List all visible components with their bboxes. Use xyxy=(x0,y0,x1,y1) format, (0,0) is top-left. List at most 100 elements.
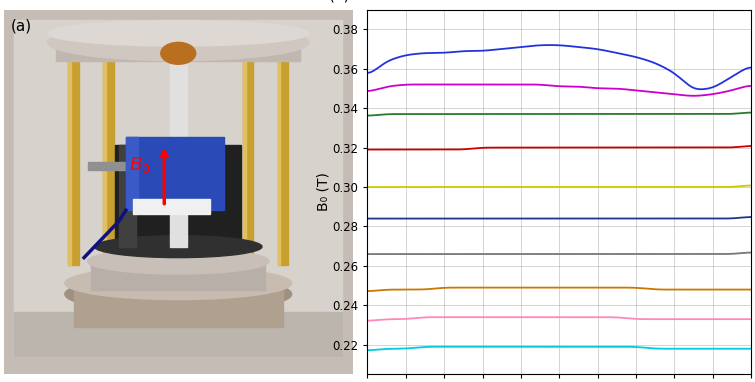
z = 10 mm xyxy=(747,65,755,70)
z= 25 mm xyxy=(545,145,554,150)
Text: $B_0$: $B_0$ xyxy=(129,155,151,175)
z= 50 mm xyxy=(363,318,372,323)
z= 20 mm xyxy=(591,112,600,117)
z= 50 mm xyxy=(572,315,581,319)
z= 50 mm xyxy=(678,317,687,321)
z= 40 mm xyxy=(747,250,755,255)
z= 45 mm xyxy=(592,285,601,290)
z= 55 mm xyxy=(546,345,555,349)
z= 50 mm xyxy=(445,315,455,319)
z = 10 mm xyxy=(363,71,372,75)
z= 40 mm xyxy=(547,252,556,256)
z = 10 mm xyxy=(678,78,687,83)
z= 45 mm xyxy=(363,289,372,293)
z= 40 mm xyxy=(738,251,747,255)
Line: z= 40 mm: z= 40 mm xyxy=(368,253,751,254)
z= 25 mm xyxy=(747,144,755,148)
z= 55 mm xyxy=(445,345,455,349)
Y-axis label: B₀ (T): B₀ (T) xyxy=(317,173,331,211)
z= 45 mm xyxy=(572,285,581,290)
Line: z= 45 mm: z= 45 mm xyxy=(368,288,751,291)
z= 45 mm xyxy=(546,285,555,290)
z= 30 mm xyxy=(571,185,580,189)
Bar xyxy=(170,57,187,247)
z = 10 mm xyxy=(545,43,554,47)
Bar xyxy=(103,53,114,265)
z= 35mm xyxy=(591,216,600,221)
Ellipse shape xyxy=(94,236,262,257)
Bar xyxy=(243,53,245,265)
z= 30 mm xyxy=(738,184,747,188)
Bar xyxy=(69,53,71,265)
z= 40 mm xyxy=(545,252,554,256)
z= 55 mm xyxy=(678,346,687,351)
z= 20 mm xyxy=(545,112,554,117)
z= 40 mm xyxy=(591,252,600,256)
Bar xyxy=(278,53,288,265)
z= 15mm xyxy=(689,94,698,98)
z= 55 mm xyxy=(747,346,755,351)
z= 45 mm xyxy=(678,287,687,292)
z= 45 mm xyxy=(747,287,755,292)
z= 40 mm xyxy=(363,252,372,256)
z= 35mm xyxy=(545,216,554,221)
z= 35mm xyxy=(677,216,686,221)
Line: z = 10 mm: z = 10 mm xyxy=(368,45,751,89)
z= 50 mm xyxy=(592,315,601,319)
z= 35mm xyxy=(738,215,747,220)
Bar xyxy=(14,312,342,356)
Text: (a): (a) xyxy=(11,19,32,34)
Bar xyxy=(243,53,253,265)
Ellipse shape xyxy=(48,24,309,61)
Line: z= 25 mm: z= 25 mm xyxy=(368,146,751,150)
z= 30 mm xyxy=(747,183,755,188)
z= 30 mm xyxy=(591,185,600,189)
z= 45 mm xyxy=(738,287,747,292)
z= 50 mm xyxy=(546,315,555,319)
z= 20 mm xyxy=(571,112,580,117)
z= 55 mm xyxy=(363,348,372,353)
z= 45 mm xyxy=(464,285,473,290)
Bar xyxy=(56,42,300,61)
Bar xyxy=(91,261,266,290)
z = 10 mm xyxy=(592,47,601,51)
z= 55 mm xyxy=(738,346,747,351)
z= 35mm xyxy=(747,215,755,219)
z= 20 mm xyxy=(547,112,556,117)
Line: z= 50 mm: z= 50 mm xyxy=(368,317,751,320)
Bar xyxy=(73,283,283,327)
z= 15mm xyxy=(592,86,601,91)
Line: z= 30 mm: z= 30 mm xyxy=(368,186,751,187)
Bar xyxy=(103,53,106,265)
Bar xyxy=(278,53,281,265)
z= 15mm xyxy=(572,84,581,89)
z= 15mm xyxy=(747,84,755,88)
Ellipse shape xyxy=(88,249,269,274)
Ellipse shape xyxy=(161,42,196,64)
Ellipse shape xyxy=(65,276,291,312)
z= 45 mm xyxy=(548,285,557,290)
z= 20 mm xyxy=(747,110,755,115)
z= 15mm xyxy=(548,83,557,88)
z= 30 mm xyxy=(547,185,556,189)
z= 30 mm xyxy=(545,185,554,189)
z= 55 mm xyxy=(592,345,601,349)
z= 35mm xyxy=(547,216,556,221)
z= 30 mm xyxy=(363,185,372,189)
Line: z= 55 mm: z= 55 mm xyxy=(368,347,751,350)
z= 15mm xyxy=(546,83,555,88)
Ellipse shape xyxy=(48,21,309,46)
z= 15mm xyxy=(678,93,687,97)
z= 15mm xyxy=(426,82,435,87)
z = 10 mm xyxy=(739,68,748,72)
Bar xyxy=(88,162,168,170)
z= 25 mm xyxy=(547,145,556,150)
z= 40 mm xyxy=(571,252,580,256)
z= 50 mm xyxy=(738,317,747,321)
Bar xyxy=(126,137,138,210)
z= 20 mm xyxy=(677,112,686,117)
z= 40 mm xyxy=(677,252,686,256)
Bar xyxy=(116,144,241,247)
z= 25 mm xyxy=(363,147,372,152)
z = 10 mm xyxy=(697,87,706,92)
